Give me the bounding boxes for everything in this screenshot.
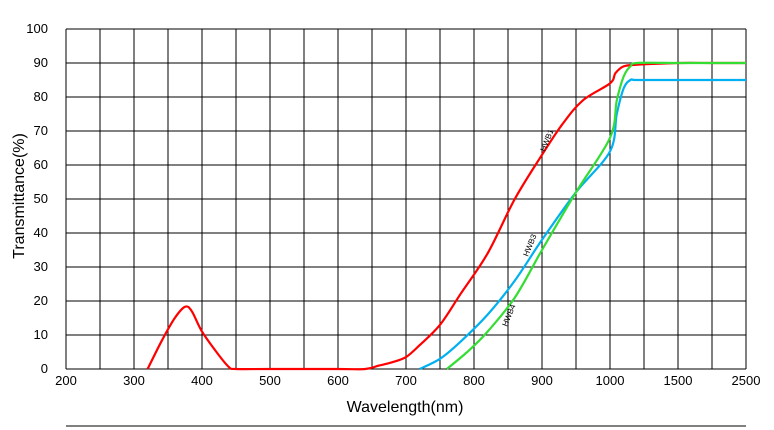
x-tick-label: 400 — [191, 373, 213, 388]
y-tick-label: 30 — [34, 259, 48, 274]
y-tick-label: 20 — [34, 293, 48, 308]
x-tick-label: 800 — [463, 373, 485, 388]
y-tick-label: 60 — [34, 157, 48, 172]
x-axis-title: Wavelength(nm) — [347, 399, 464, 416]
y-tick-label: 10 — [34, 327, 48, 342]
y-axis-title: Transmittance(%) — [11, 133, 28, 259]
x-tick-label: 200 — [55, 373, 77, 388]
curve-label-hwb3: HWB3 — [522, 232, 539, 257]
series-line-hwb4 — [446, 61, 746, 370]
y-tick-label: 70 — [34, 123, 48, 138]
chart-curves — [146, 61, 746, 371]
series-line-hwb3 — [419, 78, 746, 370]
y-tick-label: 50 — [34, 191, 48, 206]
x-tick-label: 900 — [531, 373, 553, 388]
x-tick-label: 2500 — [732, 373, 761, 388]
x-tick-labels: 200 300 400 500 600 700 800 900 1000 1500 2500 — [55, 373, 760, 388]
x-tick-label: 700 — [395, 373, 417, 388]
curve-label-hwb4: HWB4 — [501, 302, 518, 327]
y-tick-label: 40 — [34, 225, 48, 240]
y-tick-label: 0 — [41, 361, 48, 376]
x-tick-label: 300 — [123, 373, 145, 388]
x-tick-label: 1000 — [596, 373, 625, 388]
series-line-hwb1 — [146, 61, 746, 371]
x-tick-label: 1500 — [664, 373, 693, 388]
y-tick-label: 90 — [34, 55, 48, 70]
y-tick-labels: 0 10 20 30 40 50 60 70 80 90 100 — [26, 21, 48, 376]
x-tick-label: 600 — [327, 373, 349, 388]
x-tick-label: 500 — [259, 373, 281, 388]
y-tick-label: 100 — [26, 21, 48, 36]
y-tick-label: 80 — [34, 89, 48, 104]
